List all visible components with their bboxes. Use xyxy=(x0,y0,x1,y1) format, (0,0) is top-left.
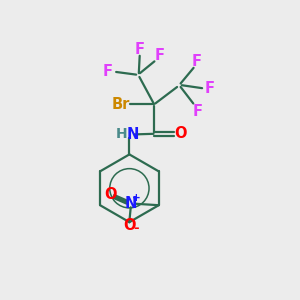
Text: Br: Br xyxy=(112,97,130,112)
Text: -: - xyxy=(133,222,139,235)
Text: F: F xyxy=(103,64,113,80)
Text: O: O xyxy=(123,218,136,233)
Text: F: F xyxy=(135,42,145,57)
Text: F: F xyxy=(192,54,202,69)
Text: O: O xyxy=(174,126,186,141)
Text: N: N xyxy=(126,127,139,142)
Text: F: F xyxy=(155,48,165,63)
Text: F: F xyxy=(193,103,203,118)
Text: +: + xyxy=(132,194,141,203)
Text: O: O xyxy=(104,188,116,202)
Text: H: H xyxy=(116,128,128,141)
Text: F: F xyxy=(205,81,215,96)
Text: N: N xyxy=(124,196,137,211)
